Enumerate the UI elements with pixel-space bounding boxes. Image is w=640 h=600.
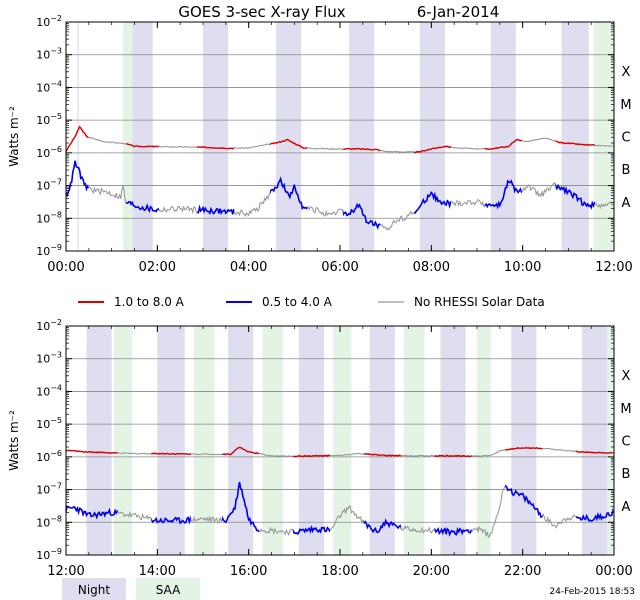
saa-band: [262, 326, 283, 555]
y-tick-label: 10−9: [36, 547, 62, 562]
y-tick-label: 10−5: [36, 112, 62, 127]
x-tick-label: 08:00: [413, 260, 450, 275]
flare-class-label: B: [622, 467, 631, 482]
chart-date: 6-Jan-2014: [417, 3, 500, 21]
night-band: [561, 22, 589, 251]
x-tick-label: 16:00: [230, 564, 267, 579]
saa-band: [333, 326, 352, 555]
y-tick-label: 10−4: [36, 79, 62, 94]
x-tick-label: 04:00: [230, 260, 267, 275]
x-tick-label: 02:00: [139, 260, 176, 275]
night-band: [419, 22, 446, 251]
x-tick-label: 14:00: [139, 564, 176, 579]
flare-class-label: X: [622, 369, 631, 384]
night-band: [298, 326, 325, 555]
band-legend-label: Night: [78, 583, 111, 597]
flare-class-label: B: [622, 163, 631, 178]
band-legend-label: SAA: [156, 583, 181, 597]
flare-class-label: A: [622, 500, 631, 515]
y-tick-label: 10−7: [36, 178, 62, 193]
x-tick-label: 00:00: [47, 260, 84, 275]
night-band: [490, 22, 516, 251]
flare-class-label: X: [622, 65, 631, 80]
y-tick-label: 10−8: [36, 210, 62, 225]
night-band: [511, 326, 537, 555]
night-band: [440, 326, 466, 555]
y-tick-label: 10−2: [36, 318, 62, 333]
footer-timestamp: 24-Feb-2015 18:53: [549, 587, 635, 597]
saa-band: [477, 326, 491, 555]
flare-class-label: C: [621, 131, 630, 146]
chart-title: GOES 3-sec X-ray Flux: [178, 3, 345, 21]
saa-band: [123, 22, 133, 251]
y-tick-label: 10−3: [36, 351, 62, 366]
x-tick-label: 18:00: [321, 564, 358, 579]
night-band: [157, 326, 185, 555]
x-tick-label: 20:00: [413, 564, 450, 579]
night-band: [582, 326, 608, 555]
legend-label: 1.0 to 8.0 A: [114, 295, 185, 309]
y-tick-label: 10−6: [36, 145, 62, 160]
y-tick-label: 10−6: [36, 449, 62, 464]
x-tick-label: 10:00: [504, 260, 541, 275]
night-band: [86, 326, 112, 555]
y-tick-label: 10−5: [36, 416, 62, 431]
flare-class-label: M: [620, 98, 631, 113]
chart-panels: 10−9 10−8 10−7 10−6 10−5 10−4 10−3 10−2 Watts m⁻…: [7, 14, 633, 579]
night-band: [228, 326, 254, 555]
x-tick-label: 00:00: [595, 564, 632, 579]
band-legend-swatch: [62, 578, 126, 600]
saa-band: [113, 326, 133, 555]
flare-class-label: A: [622, 196, 631, 211]
x-tick-label: 12:00: [47, 564, 84, 579]
saa-band: [193, 326, 215, 555]
x-tick-label: 22:00: [504, 564, 541, 579]
panel-1: 10−9 10−8 10−7 10−6 10−5 10−4 10−3 10−2 Watts m⁻…: [7, 14, 633, 275]
legend: 1.0 to 8.0 A 0.5 to 4.0 A No RHESSI Solar …: [78, 295, 545, 309]
y-tick-label: 10−7: [36, 482, 62, 497]
panel-2: 10−9 10−8 10−7 10−6 10−5 10−4 10−3 10−2 Watts m⁻…: [7, 318, 633, 579]
y-axis-label: Watts m⁻²: [7, 106, 21, 167]
night-band: [369, 326, 395, 555]
y-tick-label: 10−2: [36, 14, 62, 29]
night-band: [132, 22, 153, 251]
saa-band: [593, 22, 614, 251]
night-band: [203, 22, 229, 251]
night-band: [276, 22, 302, 251]
x-tick-label: 12:00: [595, 260, 632, 275]
y-tick-label: 10−3: [36, 47, 62, 62]
flare-class-label: C: [621, 435, 630, 450]
legend-label: No RHESSI Solar Data: [414, 295, 545, 309]
saa-band: [607, 326, 614, 555]
legend-label: 0.5 to 4.0 A: [262, 295, 333, 309]
saa-band: [403, 326, 425, 555]
y-tick-label: 10−8: [36, 514, 62, 529]
band-legend: Night SAA: [62, 578, 200, 600]
night-band: [77, 22, 79, 251]
flare-class-label: M: [620, 402, 631, 417]
x-tick-label: 06:00: [321, 260, 358, 275]
y-tick-label: 10−9: [36, 243, 62, 258]
band-legend-swatch: [136, 578, 200, 600]
y-axis-label: Watts m⁻²: [7, 410, 21, 471]
y-tick-label: 10−4: [36, 383, 62, 398]
night-band: [349, 22, 375, 251]
